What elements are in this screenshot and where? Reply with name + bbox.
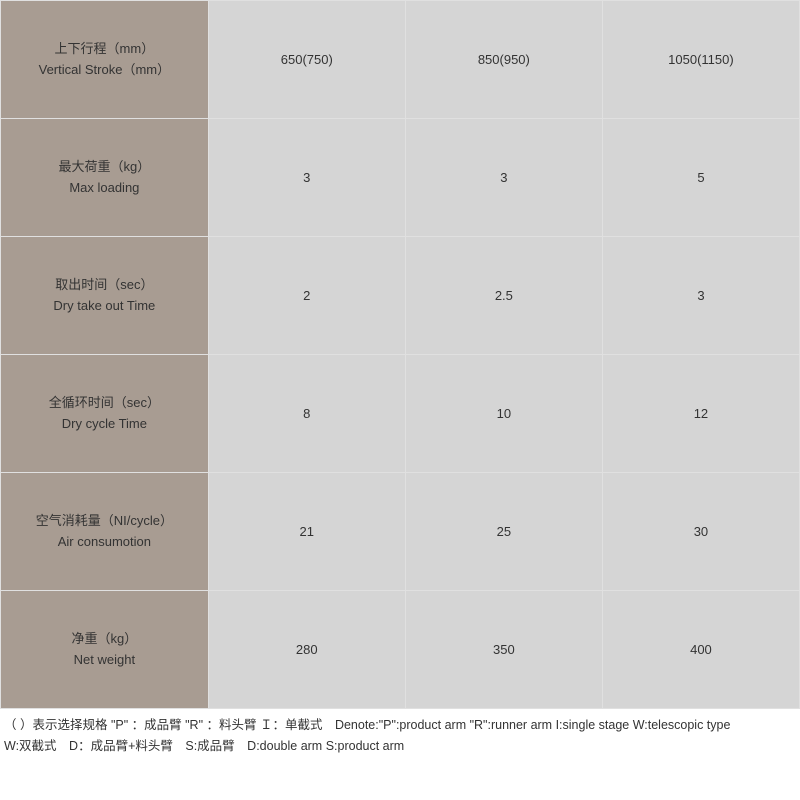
data-cell: 2.5: [405, 237, 602, 355]
row-header-label-cn: 取出时间（sec）: [5, 275, 204, 296]
data-cell: 10: [405, 355, 602, 473]
row-header-label-en: Dry cycle Time: [5, 414, 204, 435]
row-header-label-cn: 最大荷重（kg）: [5, 157, 204, 178]
row-header-cycle-time: 全循环时间（sec） Dry cycle Time: [1, 355, 209, 473]
table-row: 上下行程（mm） Vertical Stroke（mm） 650(750) 85…: [1, 1, 800, 119]
data-cell: 3: [208, 119, 405, 237]
footer-note-line: W:双截式 D：成品臂+料头臂 S:成品臂 D:double arm S:pro…: [4, 736, 796, 757]
row-header-label-en: Dry take out Time: [5, 296, 204, 317]
row-header-air-consumption: 空气消耗量（NI/cycle） Air consumotion: [1, 473, 209, 591]
data-cell: 280: [208, 591, 405, 709]
row-header-label-cn: 空气消耗量（NI/cycle）: [5, 511, 204, 532]
data-cell: 400: [602, 591, 799, 709]
table-row: 空气消耗量（NI/cycle） Air consumotion 21 25 30: [1, 473, 800, 591]
row-header-label-cn: 上下行程（mm）: [5, 39, 204, 60]
data-cell: 3: [602, 237, 799, 355]
data-cell: 21: [208, 473, 405, 591]
row-header-vertical-stroke: 上下行程（mm） Vertical Stroke（mm）: [1, 1, 209, 119]
footer-note-line: （ ）表示选择规格 "P" ：成品臂 "R" ：料头臂 Ｉ：单截式 Denote…: [4, 715, 796, 736]
row-header-label-cn: 全循环时间（sec）: [5, 393, 204, 414]
footer-notes: （ ）表示选择规格 "P" ：成品臂 "R" ：料头臂 Ｉ：单截式 Denote…: [0, 709, 800, 758]
row-header-take-out-time: 取出时间（sec） Dry take out Time: [1, 237, 209, 355]
row-header-net-weight: 净重（kg） Net weight: [1, 591, 209, 709]
table-row: 净重（kg） Net weight 280 350 400: [1, 591, 800, 709]
row-header-label-en: Max loading: [5, 178, 204, 199]
data-cell: 30: [602, 473, 799, 591]
data-cell: 3: [405, 119, 602, 237]
data-cell: 650(750): [208, 1, 405, 119]
specifications-table: 上下行程（mm） Vertical Stroke（mm） 650(750) 85…: [0, 0, 800, 709]
data-cell: 12: [602, 355, 799, 473]
data-cell: 2: [208, 237, 405, 355]
data-cell: 25: [405, 473, 602, 591]
data-cell: 1050(1150): [602, 1, 799, 119]
data-cell: 5: [602, 119, 799, 237]
row-header-label-en: Net weight: [5, 650, 204, 671]
data-cell: 8: [208, 355, 405, 473]
table-row: 全循环时间（sec） Dry cycle Time 8 10 12: [1, 355, 800, 473]
row-header-label-en: Vertical Stroke（mm）: [5, 60, 204, 81]
row-header-label-cn: 净重（kg）: [5, 629, 204, 650]
table-row: 取出时间（sec） Dry take out Time 2 2.5 3: [1, 237, 800, 355]
row-header-label-en: Air consumotion: [5, 532, 204, 553]
data-cell: 350: [405, 591, 602, 709]
row-header-max-loading: 最大荷重（kg） Max loading: [1, 119, 209, 237]
table-row: 最大荷重（kg） Max loading 3 3 5: [1, 119, 800, 237]
data-cell: 850(950): [405, 1, 602, 119]
